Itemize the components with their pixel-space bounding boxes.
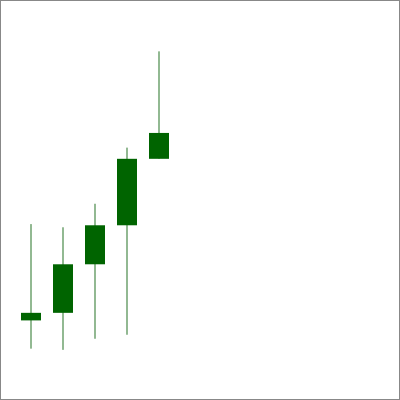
candles-group — [21, 51, 169, 350]
candle-body-1 — [21, 312, 41, 321]
candle-body-4 — [117, 158, 137, 226]
candle-body-5 — [149, 132, 169, 159]
candle-body-2 — [53, 264, 73, 313]
candle-body-3 — [85, 225, 105, 265]
